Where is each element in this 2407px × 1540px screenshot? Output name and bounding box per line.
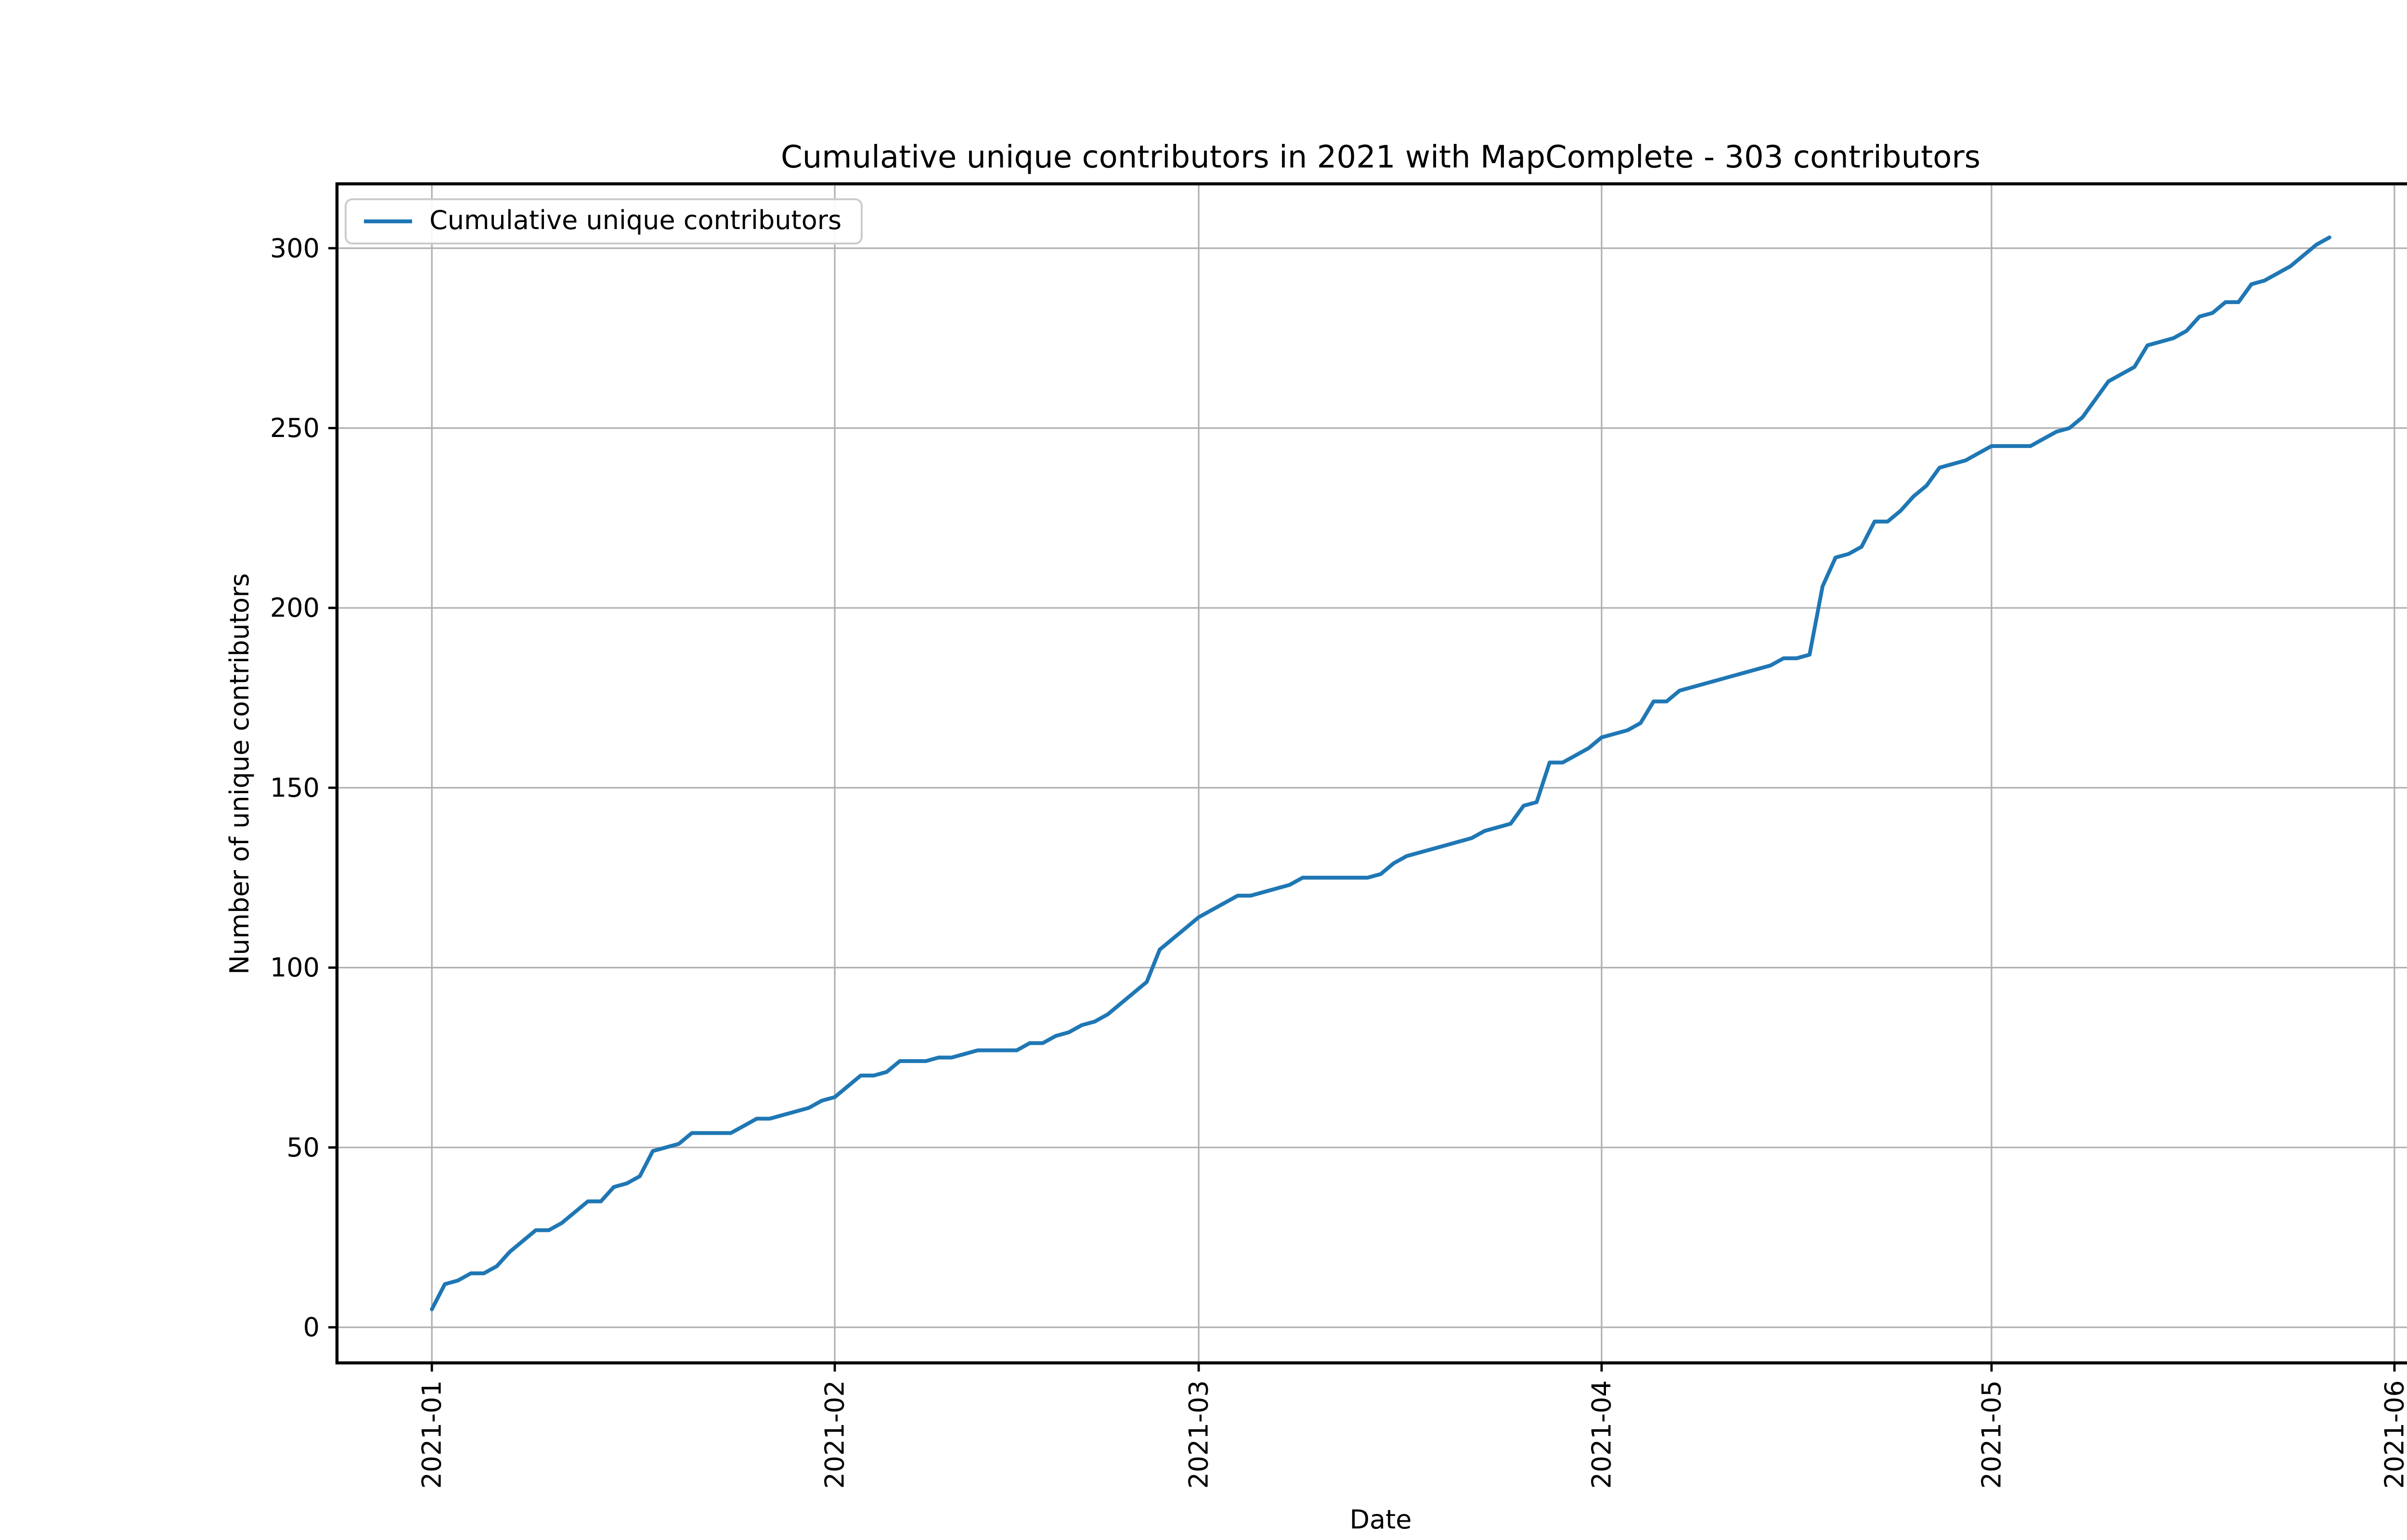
y-tick-label: 0 bbox=[303, 1312, 320, 1343]
legend-line-sample-icon bbox=[364, 219, 412, 223]
y-tick-label: 100 bbox=[270, 952, 320, 983]
y-tick-label: 300 bbox=[270, 233, 320, 263]
x-tick-label: 2021-05 bbox=[1976, 1380, 2006, 1489]
x-tick-label: 2021-01 bbox=[417, 1380, 447, 1489]
plot-border bbox=[335, 182, 2407, 1365]
y-tick-label: 150 bbox=[270, 772, 320, 803]
y-tick-label: 50 bbox=[286, 1132, 320, 1163]
plot-area bbox=[337, 184, 2407, 1363]
x-axis-title: Date bbox=[1349, 1505, 1412, 1536]
y-axis-title: Number of unique contributors bbox=[225, 573, 256, 975]
y-tick-label: 250 bbox=[270, 413, 320, 443]
x-tick-label: 2021-06 bbox=[2379, 1380, 2407, 1489]
x-tick-label: 2021-02 bbox=[820, 1380, 850, 1489]
data-line bbox=[430, 235, 2331, 1311]
legend: Cumulative unique contributors bbox=[345, 198, 863, 244]
legend-label: Cumulative unique contributors bbox=[429, 206, 842, 237]
chart-title: Cumulative unique contributors in 2021 w… bbox=[781, 139, 1980, 175]
y-tick-label: 200 bbox=[270, 593, 320, 623]
x-tick-label: 2021-04 bbox=[1586, 1380, 1617, 1489]
x-tick-label: 2021-03 bbox=[1184, 1380, 1214, 1489]
